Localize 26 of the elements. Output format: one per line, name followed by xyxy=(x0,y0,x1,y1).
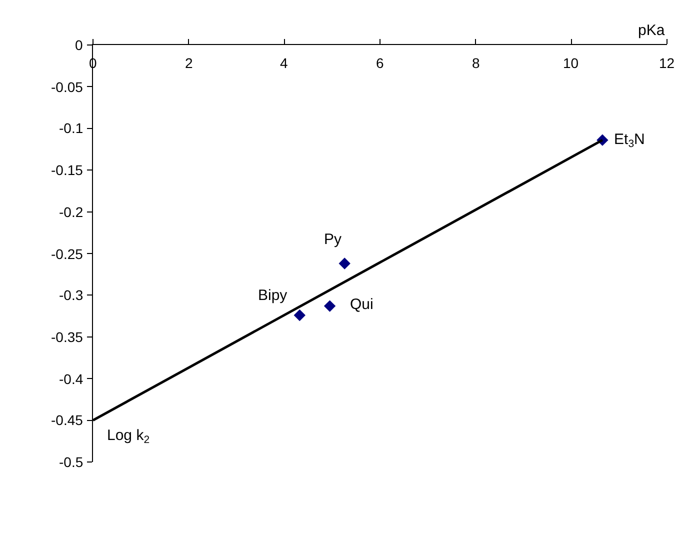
x-tick-label: 10 xyxy=(563,55,579,71)
y-tick-label: -0.5 xyxy=(59,454,84,470)
y-tick-label: 0 xyxy=(75,37,83,53)
y-tick-label: -0.35 xyxy=(51,329,84,345)
annotation: Py xyxy=(324,231,342,248)
y-tick-label: -0.1 xyxy=(59,120,84,136)
y-tick-label: -0.2 xyxy=(59,204,84,220)
x-tick-label: 6 xyxy=(376,55,384,71)
point xyxy=(324,300,336,312)
x-tick-label: 12 xyxy=(659,55,675,71)
point xyxy=(338,258,350,270)
y-tick-label: -0.25 xyxy=(51,246,84,262)
x-tick-label: 2 xyxy=(185,55,193,71)
y-tick-label: -0.05 xyxy=(51,79,84,95)
y-tick-label: -0.45 xyxy=(51,412,84,428)
point xyxy=(294,309,306,322)
annotation: Qui xyxy=(350,296,374,313)
y-axis-title: Log k$_{2}$ xyxy=(107,427,150,446)
annotation: Et$_{3}$N xyxy=(614,131,645,150)
x-tick-label: 8 xyxy=(472,55,480,71)
annotation: Bipy xyxy=(258,287,288,304)
x-tick-label: 4 xyxy=(280,55,288,71)
x-axis-title: pKa xyxy=(638,22,666,39)
y-tick-label: -0.15 xyxy=(51,162,84,178)
y-tick-label: -0.4 xyxy=(59,371,84,387)
y-tick-label: -0.3 xyxy=(59,287,84,303)
